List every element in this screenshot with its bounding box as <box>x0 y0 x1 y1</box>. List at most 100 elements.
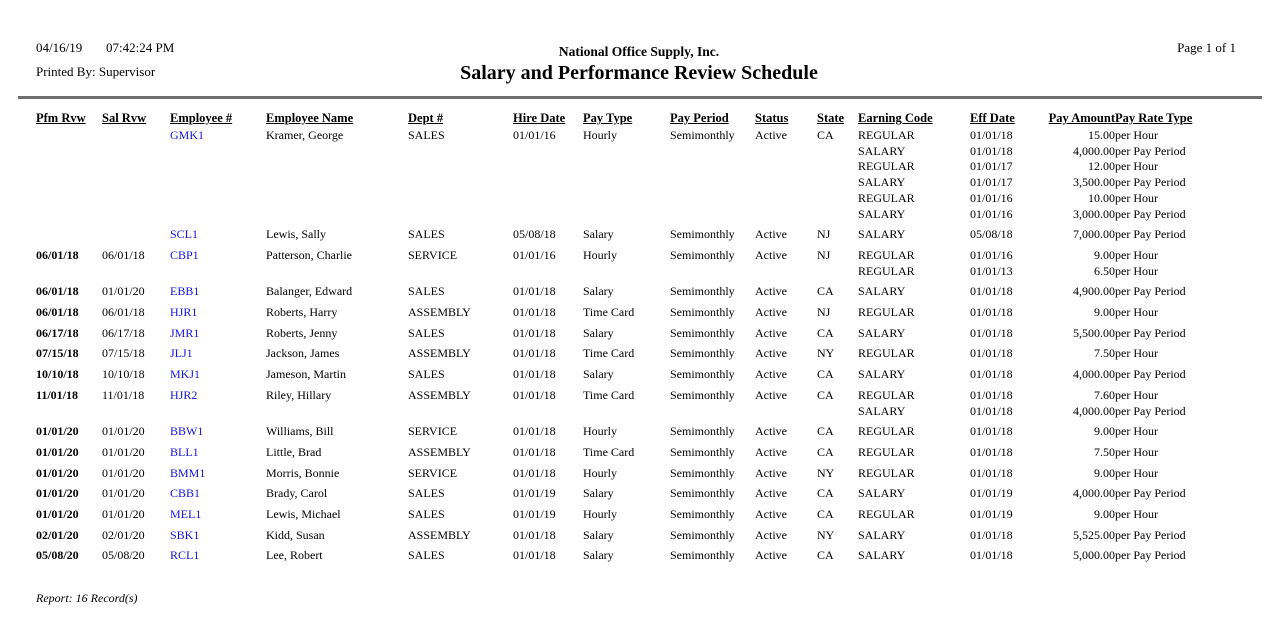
print-time: 07:42:24 PM <box>106 40 175 55</box>
cell-status: Active <box>755 325 787 340</box>
employee-id-link[interactable]: BLL1 <box>170 444 199 459</box>
employee-id-link[interactable]: CBP1 <box>170 247 199 262</box>
employee-id-link[interactable]: SCL1 <box>170 227 199 242</box>
cell-dept <box>408 175 513 191</box>
cell-dept <box>408 144 513 160</box>
cell-pfm-rvw: 01/01/20 <box>36 465 79 480</box>
cell-pfm-rvw: 06/01/18 <box>36 305 79 320</box>
cell-pay-rate-type: per Hour <box>1115 465 1158 480</box>
cell-hire-date: 01/01/18 <box>513 465 556 480</box>
cell-pay-type <box>583 175 670 191</box>
cell-status <box>755 144 817 160</box>
cell-pay-period <box>670 207 755 223</box>
cell-pay-amount: 4,000.00 <box>1073 403 1115 418</box>
employee-id-link[interactable]: CBB1 <box>170 486 201 501</box>
cell-employee-name: Kidd, Susan <box>266 527 325 542</box>
cell-employee-name: Patterson, Charlie <box>266 247 352 262</box>
column-header-hire-date: Hire Date <box>513 111 566 125</box>
cell-pay-rate-type: per Hour <box>1115 346 1158 361</box>
cell-pay-period: Semimonthly <box>670 325 735 340</box>
cell-status <box>755 264 817 280</box>
cell-pay-type: Salary <box>583 325 614 340</box>
cell-pay-type: Hourly <box>583 465 617 480</box>
cell-status: Active <box>755 346 787 361</box>
employee-id-link <box>170 404 266 420</box>
employee-id-link[interactable]: BMM1 <box>170 465 206 480</box>
cell-pay-period: Semimonthly <box>670 247 735 262</box>
cell-dept: SALES <box>408 284 445 299</box>
cell-pay-period: Semimonthly <box>670 444 735 459</box>
cell-pay-type: Hourly <box>583 424 617 439</box>
employee-id-link[interactable]: JLJ1 <box>170 346 193 361</box>
cell-pay-period: Semimonthly <box>670 346 735 361</box>
cell-pfm-rvw <box>36 159 102 175</box>
cell-employee-name: Jackson, James <box>266 346 340 361</box>
cell-hire-date <box>513 207 583 223</box>
employee-id-link[interactable]: HJR2 <box>170 387 198 402</box>
cell-pay-amount: 4,000.00 <box>1073 367 1115 382</box>
earning-row: REGULAR 01/01/13 6.50 per Hour <box>36 264 1246 280</box>
earning-row: SALARY 01/01/17 3,500.00 per Pay Period <box>36 175 1246 191</box>
cell-pfm-rvw <box>36 175 102 191</box>
cell-state <box>817 175 858 191</box>
record-count: Report: 16 Record(s) <box>36 591 138 605</box>
cell-pay-type: Salary <box>583 367 614 382</box>
cell-hire-date: 01/01/18 <box>513 527 556 542</box>
earning-row: SALARY 01/01/16 3,000.00 per Pay Period <box>36 207 1246 223</box>
cell-state: CA <box>817 444 834 459</box>
employee-id-link[interactable]: GMK1 <box>170 128 205 142</box>
cell-status: Active <box>755 367 787 382</box>
employee-row: 11/01/18 11/01/18 HJR2 Riley, Hillary ASSEMB… <box>36 383 1246 404</box>
employee-id-link[interactable]: HJR1 <box>170 305 198 320</box>
cell-sal-rvw <box>102 191 170 207</box>
employee-id-link[interactable]: BBW1 <box>170 424 204 439</box>
cell-earning-code: REGULAR <box>858 444 915 459</box>
cell-earning-code: SALARY <box>858 175 906 190</box>
employee-id-link[interactable]: SBK1 <box>170 527 200 542</box>
cell-earning-code: SALARY <box>858 367 906 382</box>
employee-id-link[interactable]: MKJ1 <box>170 367 201 382</box>
cell-pay-rate-type: per Hour <box>1115 305 1158 320</box>
employee-id-link[interactable]: EBB1 <box>170 284 200 299</box>
cell-sal-rvw <box>102 264 170 280</box>
cell-earning-code: SALARY <box>858 403 906 418</box>
cell-eff-date: 01/01/17 <box>970 175 1013 190</box>
table-body: GMK1 Kramer, George SALES 01/01/16 Hourly Sem… <box>36 128 1246 564</box>
earning-row: REGULAR 01/01/17 12.00 per Hour <box>36 159 1246 175</box>
cell-pay-rate-type: per Pay Period <box>1115 227 1186 242</box>
cell-pay-rate-type: per Hour <box>1115 263 1158 278</box>
cell-eff-date: 01/01/16 <box>970 247 1013 262</box>
cell-state: CA <box>817 387 834 402</box>
employee-row: 01/01/20 01/01/20 CBB1 Brady, Carol SALES 01/… <box>36 481 1246 502</box>
cell-hire-date: 01/01/18 <box>513 424 556 439</box>
cell-pay-period: Semimonthly <box>670 367 735 382</box>
employee-id-link[interactable]: JMR1 <box>170 325 200 340</box>
cell-state: NY <box>817 465 835 480</box>
cell-state: NY <box>817 527 835 542</box>
employee-id-link[interactable]: RCL1 <box>170 548 200 563</box>
page-indicator: Page 1 of 1 <box>1177 40 1236 55</box>
cell-dept: ASSEMBLY <box>408 346 471 361</box>
cell-state <box>817 207 858 223</box>
employee-id-link <box>170 159 266 175</box>
cell-pay-type: Time Card <box>583 444 635 459</box>
employee-id-link[interactable]: MEL1 <box>170 507 202 522</box>
employee-row: 10/10/18 10/10/18 MKJ1 Jameson, Martin SALES… <box>36 362 1246 383</box>
cell-pfm-rvw <box>36 264 102 280</box>
column-header-employee-id: Employee # <box>170 111 233 125</box>
cell-pay-amount: 9.00 <box>1094 305 1115 320</box>
cell-employee-name: Lee, Robert <box>266 548 323 563</box>
cell-dept: ASSEMBLY <box>408 444 471 459</box>
cell-pay-period: Semimonthly <box>670 284 735 299</box>
cell-pay-period: Semimonthly <box>670 465 735 480</box>
cell-hire-date <box>513 264 583 280</box>
cell-dept: SALES <box>408 507 445 522</box>
cell-eff-date: 01/01/16 <box>970 206 1013 221</box>
cell-status: Active <box>755 548 787 563</box>
cell-dept: ASSEMBLY <box>408 527 471 542</box>
cell-eff-date: 01/01/18 <box>970 346 1013 361</box>
cell-dept: SALES <box>408 486 445 501</box>
cell-pay-rate-type: per Pay Period <box>1115 548 1186 563</box>
employee-row: 02/01/20 02/01/20 SBK1 Kidd, Susan ASSEMBLY 0… <box>36 523 1246 544</box>
cell-earning-code: REGULAR <box>858 128 915 142</box>
